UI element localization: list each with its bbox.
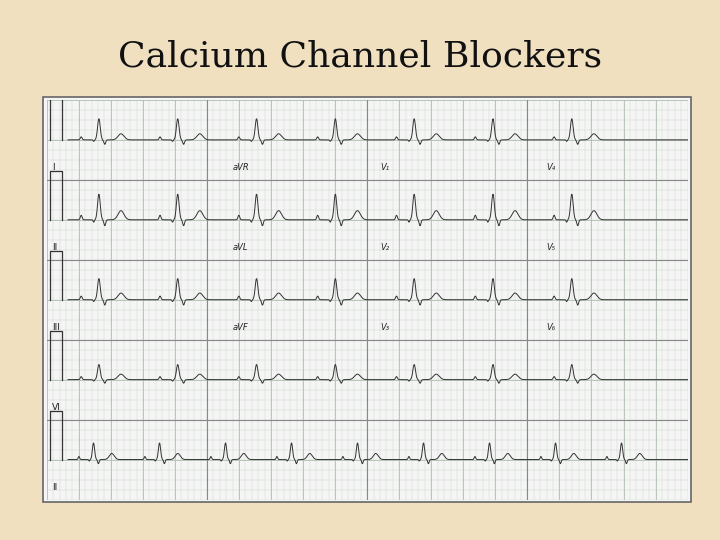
Text: aVL: aVL	[233, 243, 248, 252]
Text: V₁: V₁	[380, 163, 389, 172]
Text: V₆: V₆	[546, 323, 556, 332]
Bar	[43, 97, 691, 502]
Text: II: II	[52, 483, 57, 491]
Text: Calcium Channel Blockers: Calcium Channel Blockers	[118, 40, 602, 73]
Text: V₅: V₅	[546, 243, 556, 252]
Text: I: I	[52, 163, 55, 172]
Text: III: III	[52, 323, 60, 332]
Text: V₃: V₃	[380, 323, 389, 332]
Text: V₄: V₄	[546, 163, 556, 172]
Text: II: II	[52, 243, 57, 252]
Text: aVF: aVF	[233, 323, 248, 332]
Text: V₂: V₂	[380, 243, 389, 252]
Text: aVR: aVR	[233, 163, 249, 172]
Text: VI: VI	[52, 403, 60, 411]
